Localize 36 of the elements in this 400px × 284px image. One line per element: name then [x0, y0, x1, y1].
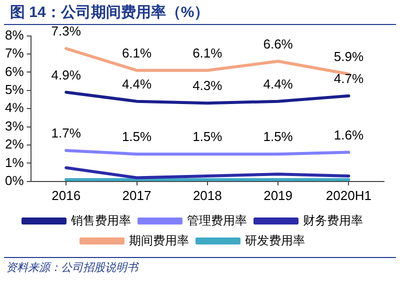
y-tick-label: 3% [4, 118, 24, 134]
data-label: 4.7% [334, 70, 364, 86]
text: 资料来源：公司招股说明书 [6, 262, 138, 274]
legend-label: 管理费用率 [187, 213, 247, 228]
legend-label: 财务费用率 [303, 213, 363, 228]
data-label: 1.5% [192, 129, 223, 144]
x-tick-label: 2018 [192, 188, 222, 203]
data-label: 6.6% [263, 36, 294, 52]
chart-title: 图 14：公司期间费用率（%） [4, 0, 396, 25]
data-label: 5.9% [334, 49, 364, 64]
x-tick-label: 2019 [264, 188, 292, 203]
data-label: 1.5% [122, 129, 152, 144]
data-label: 4.4% [122, 76, 152, 92]
y-tick-label: 6% [4, 64, 24, 79]
y-tick-label: 7% [4, 46, 24, 61]
data-label: 1.7% [51, 126, 82, 141]
legend-label: 研发费用率 [245, 233, 305, 248]
x-tick-label: 2017 [122, 188, 152, 203]
y-tick-label: 8% [4, 27, 24, 42]
y-tick-label: 0% [4, 172, 24, 188]
data-label: 4.4% [263, 76, 294, 92]
y-tick-label: 4% [4, 100, 24, 116]
data-label: 4.9% [51, 67, 82, 82]
data-label: 4.3% [192, 78, 223, 94]
x-tick-label: 2016 [52, 188, 81, 203]
x-tick-label: 2020H1 [326, 188, 372, 203]
data-label: 1.6% [334, 127, 364, 142]
data-label: 6.1% [122, 45, 152, 60]
data-label: 6.1% [192, 45, 223, 60]
data-label: 7.3% [51, 24, 82, 39]
y-tick-label: 5% [4, 82, 24, 97]
y-tick-label: 1% [4, 154, 24, 170]
data-label: 1.5% [263, 129, 294, 144]
legend-label: 销售费用率 [70, 213, 131, 228]
y-tick-label: 2% [4, 136, 24, 152]
legend-label: 期间费用率 [129, 233, 189, 248]
